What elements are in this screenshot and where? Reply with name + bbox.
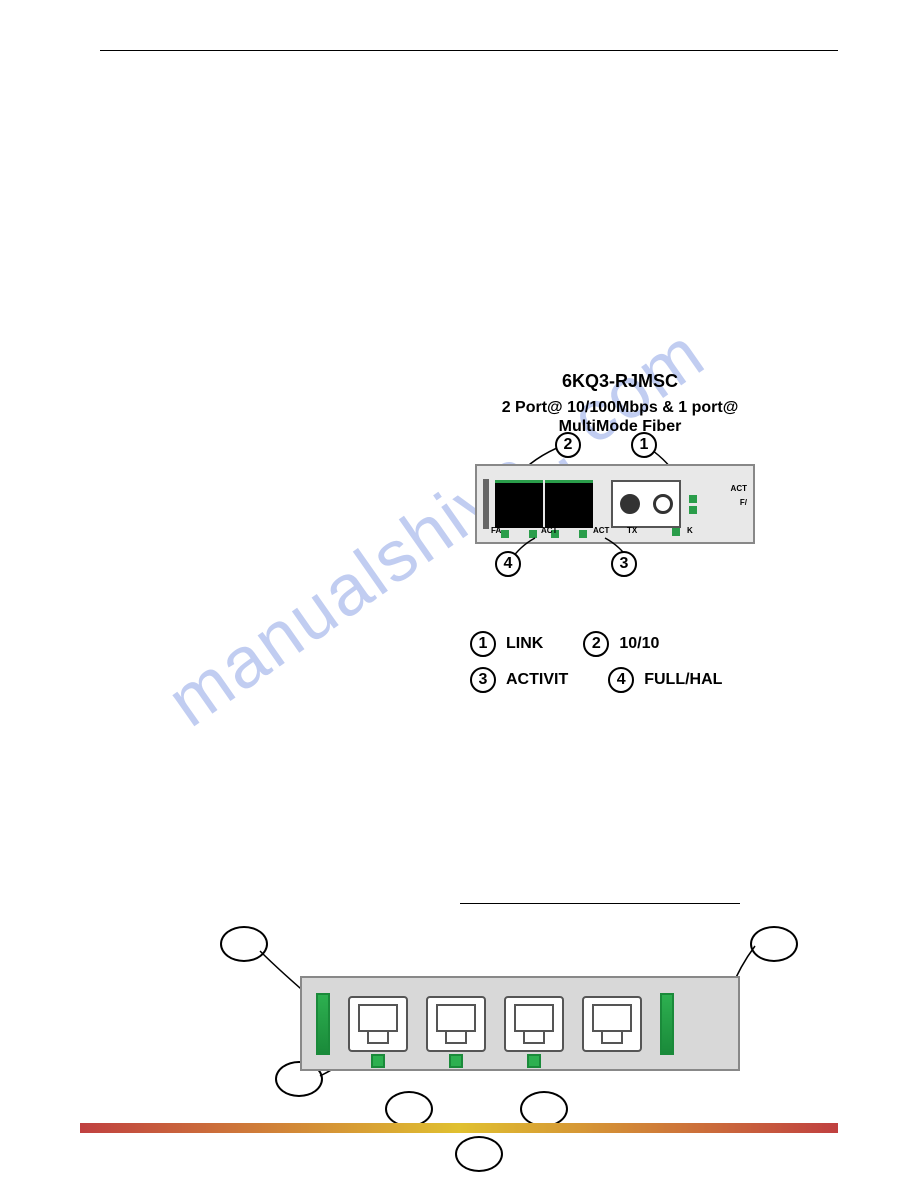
header-divider xyxy=(100,50,838,51)
legend-item-2: 2 10/10 xyxy=(583,631,659,657)
led-strip-left xyxy=(316,993,330,1055)
device-edge xyxy=(483,479,489,529)
port-led-2-icon xyxy=(449,1054,463,1068)
tx-label: TX xyxy=(627,526,637,535)
side-led-fi-icon xyxy=(689,506,697,514)
port-led-3-icon xyxy=(527,1054,541,1068)
callout-1: 1 xyxy=(631,432,657,458)
callout-3: 3 xyxy=(611,551,637,577)
k-label: K xyxy=(687,526,693,535)
act-right-label: ACT xyxy=(593,526,609,535)
rj45-big-3 xyxy=(504,996,564,1052)
rj45-big-2 xyxy=(426,996,486,1052)
legend-block: 1 LINK 2 10/10 3 ACTIVIT 4 FULL/ xyxy=(470,631,800,693)
legend-item-3: 3 ACTIVIT xyxy=(470,667,568,693)
fa-label: FA xyxy=(491,526,501,535)
rj45-big-4 xyxy=(582,996,642,1052)
module-subtitle-line1: 2 Port@ 10/100Mbps & 1 port@ xyxy=(440,398,800,417)
legend-num-1: 1 xyxy=(470,631,496,657)
footer-gradient-bar xyxy=(80,1123,838,1133)
legend-label-fullhal: FULL/HAL xyxy=(644,671,722,689)
callout-4: 4 xyxy=(495,551,521,577)
legend-item-1: 1 LINK xyxy=(470,631,543,657)
module-6kq3-figure: 6KQ3-RJMSC 2 Port@ 10/100Mbps & 1 port@ … xyxy=(440,371,800,693)
legend-item-4: 4 FULL/HAL xyxy=(608,667,722,693)
act-left-label: ACT xyxy=(541,526,557,535)
fiber-tx xyxy=(620,494,640,514)
switch-faceplate xyxy=(300,976,740,1071)
device-faceplate: FA ACT ACT TX K ACT F/ xyxy=(475,464,755,544)
side-act-label: ACT xyxy=(731,484,747,493)
tx-led-icon xyxy=(672,528,680,536)
side-led-group xyxy=(689,495,697,514)
rj45-port-group xyxy=(495,480,593,528)
legend-label-1010: 10/10 xyxy=(619,635,659,653)
legend-num-3: 3 xyxy=(470,667,496,693)
module-diagram: 2 1 FA xyxy=(440,446,800,576)
fiber-port xyxy=(611,480,681,528)
legend-label-activit: ACTIVIT xyxy=(506,671,568,689)
legend-num-2: 2 xyxy=(583,631,609,657)
side-led-act-icon xyxy=(689,495,697,503)
led-strip-right xyxy=(660,993,674,1055)
module-title: 6KQ3-RJMSC xyxy=(440,371,800,392)
section-divider xyxy=(460,903,740,904)
rj45-port-1 xyxy=(495,480,543,528)
legend-label-link: LINK xyxy=(506,635,543,653)
callout-2: 2 xyxy=(555,432,581,458)
side-fi-label: F/ xyxy=(740,498,747,507)
legend-num-4: 4 xyxy=(608,667,634,693)
rj45-big-1 xyxy=(348,996,408,1052)
rj45-port-2 xyxy=(545,480,593,528)
port-led-1-icon xyxy=(371,1054,385,1068)
fiber-rx xyxy=(653,494,673,514)
